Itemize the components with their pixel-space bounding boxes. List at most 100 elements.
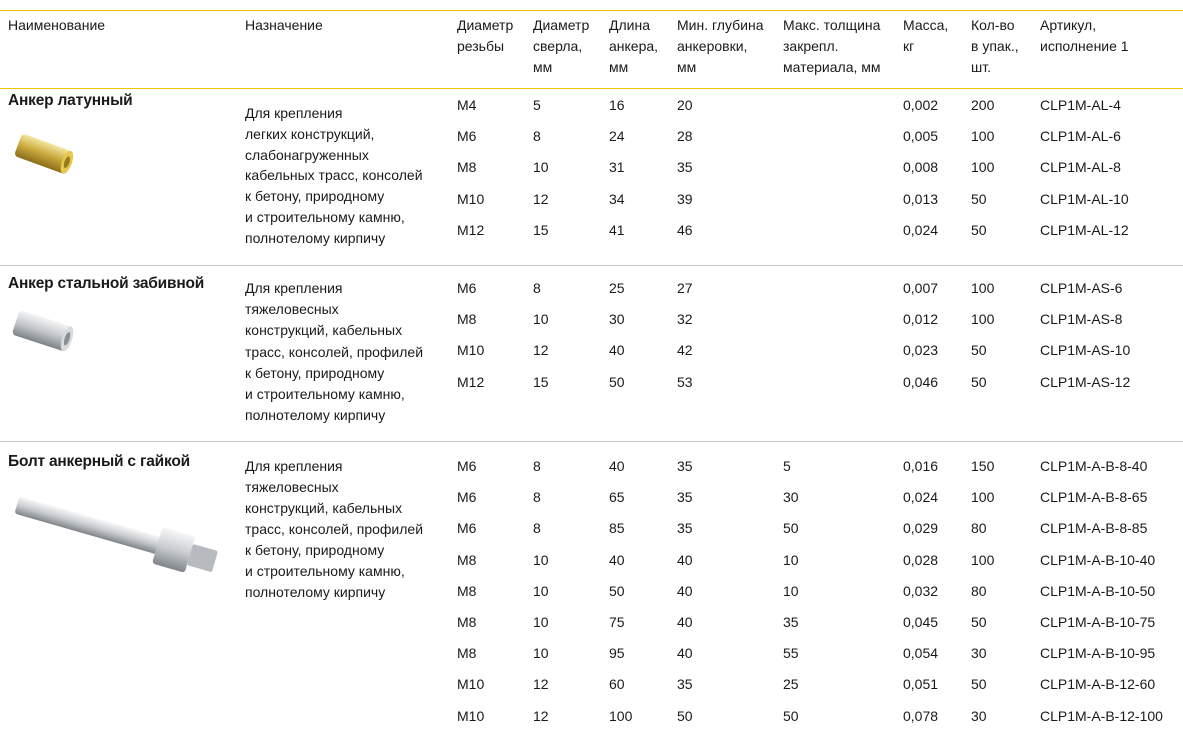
cell-text: Длина [609,17,650,33]
group-rule [0,265,1183,266]
cell-text: анкера, [609,38,659,54]
cell-text: CLP1M-A-B-10-50 [1040,582,1156,599]
product-name: Болт анкерный с гайкой [8,453,190,470]
cell-text: CLP1M-AL-8 [1040,159,1121,176]
cell-text: M10 [457,342,485,359]
cell-text: 100 [971,489,995,506]
cell-text: тяжеловесных [245,479,339,495]
cell-text: 40 [677,582,693,599]
cell-text: материала, мм [783,59,881,75]
cell-text: CLP1M-AS-10 [1040,342,1131,359]
cell-text: полнотелому кирпичу [245,584,386,600]
cell-text: 40 [677,614,693,630]
cell-text: 55 [783,645,799,662]
cell-text: Артикул, [1040,17,1097,33]
cell-text: 60 [609,676,625,693]
cell-text: 53 [677,373,693,390]
cell-text: 0,002 [903,97,939,113]
cell-text: полнотелому кирпичу [245,407,386,424]
cell-text: кабельных трасс, консолей [245,167,423,184]
cell-text: CLP1M-A-B-10-75 [1040,614,1156,630]
cell-text: Кол-во [971,17,1015,33]
cell-text: 32 [677,311,693,328]
cell-text: 0,046 [903,373,939,390]
cell-text: 50 [609,582,625,599]
cell-text: тяжеловесных [245,301,339,318]
cell-text: 50 [971,342,987,359]
cell-text: 50 [783,520,799,537]
cell-text: 80 [971,582,987,599]
cell-text: 35 [677,458,693,474]
cell-text: трасс, консолей, профилей [245,521,424,537]
cell-text: 8 [533,280,541,296]
cell-text: 12 [533,190,549,207]
cell-text: 100 [971,311,995,328]
product-name: Анкер латунный [8,92,133,109]
cell-text: CLP1M-A-B-8-85 [1040,520,1148,537]
cell-text: 16 [609,97,625,113]
group-rule [0,441,1183,442]
cell-text: 0,024 [903,221,939,238]
cell-text: трасс, консолей, профилей [245,343,424,360]
cell-text: 0,007 [903,280,939,296]
cell-text: Наименование [8,17,106,33]
cell-text: мм [533,59,553,75]
cell-text: Для крепления [245,105,343,121]
cell-text: 10 [533,159,549,176]
cell-text: M10 [457,707,485,724]
cell-text: 8 [533,520,541,537]
cell-text: сверла, [533,38,583,54]
cell-text: 50 [783,707,799,724]
cell-text: кг [903,38,915,54]
cell-text: и строительному камню, [245,386,405,402]
cell-text: 0,023 [903,342,939,359]
cell-text: 75 [609,614,625,630]
cell-text: легких конструкций, [245,125,375,142]
steel-anchor-image [12,310,74,352]
cell-text: 0,008 [903,159,939,176]
cell-text: 12 [533,342,549,359]
cell-text: 200 [971,97,995,113]
cell-text: 5 [533,97,541,113]
cell-text: M6 [457,280,477,296]
cell-text: 42 [677,342,693,359]
cell-text: 35 [677,520,693,537]
cell-text: CLP1M-AS-12 [1040,373,1131,390]
cell-text: 0,024 [903,489,939,506]
cell-text: 8 [533,458,541,474]
cell-text: 40 [677,645,693,662]
cell-text: полнотелому кирпичу [245,229,386,246]
cell-text: 25 [783,676,799,693]
cell-text: CLP1M-A-B-10-40 [1040,551,1156,568]
product-name: Анкер стальной забивной [8,275,205,292]
cell-text: мм [609,59,629,75]
cell-text: Макс. толщина [783,17,881,33]
cell-text: 25 [609,280,625,296]
cell-text: 150 [971,458,995,474]
cell-text: исполнение 1 [1040,38,1129,54]
cell-text: M6 [457,128,477,145]
cell-text: конструкций, кабельных [245,500,403,516]
cell-text: 10 [533,551,549,568]
cell-text: CLP1M-A-B-8-40 [1040,458,1148,474]
cell-text: 0,028 [903,551,939,568]
cell-text: 40 [609,551,625,568]
cell-text: 50 [609,373,625,390]
cell-text: 35 [677,159,693,176]
cell-text: 0,012 [903,311,939,328]
cell-text: 40 [677,551,693,568]
cell-text: Назначение [245,17,323,33]
cell-text: 100 [971,128,995,145]
cell-text: 100 [971,551,995,568]
cell-text: M8 [457,159,477,176]
cell-text: 24 [609,128,625,145]
top-rule [0,10,1183,11]
cell-text: M6 [457,458,477,474]
cell-text: M12 [457,221,485,238]
cell-text: 8 [533,489,541,506]
cell-text: 8 [533,128,541,145]
cell-text: 0,013 [903,190,939,207]
cell-text: 46 [677,221,693,238]
cell-text: 10 [533,311,549,328]
cell-text: 100 [971,280,995,296]
